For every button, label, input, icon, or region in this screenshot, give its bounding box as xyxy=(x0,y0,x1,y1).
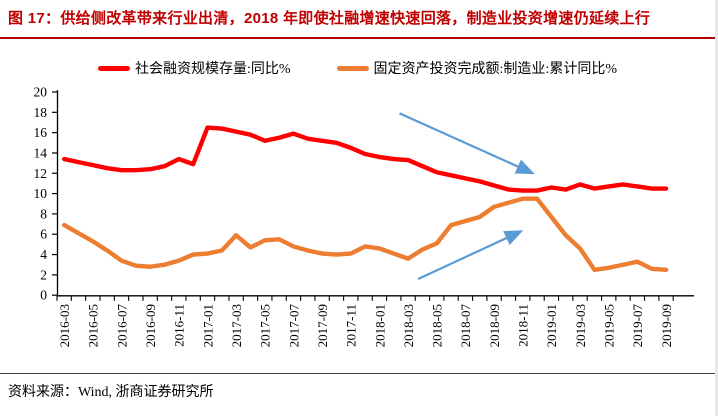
x-tick-label: 2017-11 xyxy=(344,304,359,347)
legend-label-manufacturing-fai: 固定资产投资完成额:制造业:累计同比% xyxy=(373,62,617,77)
x-tick-label: 2018-01 xyxy=(372,304,387,347)
source-note: 资料来源：Wind, 浙商证券研究所 xyxy=(8,385,214,400)
y-tick-label: 8 xyxy=(40,206,47,221)
series-line-1 xyxy=(61,196,669,273)
y-tick-label: 10 xyxy=(34,186,48,201)
y-tick-label: 2 xyxy=(40,267,47,282)
legend-item-social-financing: 社会融资规模存量:同比% xyxy=(97,58,291,78)
x-tick-label: 2018-07 xyxy=(458,304,473,348)
y-tick-label: 14 xyxy=(34,145,48,160)
x-tick-label: 2016-07 xyxy=(114,304,129,348)
y-tick-label: 4 xyxy=(40,247,47,262)
x-tick-label: 2017-07 xyxy=(286,304,301,348)
y-tick-label: 12 xyxy=(34,166,48,181)
x-tick-label: 2017-09 xyxy=(315,304,330,347)
x-tick-label: 2017-05 xyxy=(258,304,273,347)
series-line-0 xyxy=(61,125,669,193)
x-tick-label: 2019-09 xyxy=(659,304,674,347)
x-tick-label: 2016-05 xyxy=(86,304,101,347)
legend-label-social-financing: 社会融资规模存量:同比% xyxy=(134,62,291,77)
x-tick-label: 2016-03 xyxy=(57,304,72,347)
x-tick-label: 2019-07 xyxy=(630,304,645,348)
red-line-swatch xyxy=(97,65,130,71)
x-tick-label: 2016-11 xyxy=(172,304,187,347)
y-tick-label: 18 xyxy=(34,105,48,120)
x-tick-label: 2016-09 xyxy=(143,304,158,347)
x-tick-label: 2017-01 xyxy=(200,304,215,347)
x-tick-label: 2018-05 xyxy=(430,304,445,347)
x-tick-label: 2019-01 xyxy=(544,304,559,347)
x-tick-label: 2018-03 xyxy=(401,304,416,347)
figure-title: 图 17：供给侧改革带来行业出清，2018 年即使社融增速快速回落，制造业投资增… xyxy=(8,10,651,27)
source-divider xyxy=(0,373,715,374)
y-tick-label: 16 xyxy=(34,125,48,140)
line-chart: 0 2 4 6 8 10 12 14 16 18 20 2016-03 2016-05 2016-07 20… xyxy=(34,85,694,348)
y-tick-label: 20 xyxy=(34,85,48,100)
y-tick-label: 6 xyxy=(40,227,47,242)
x-tick-label: 2019-03 xyxy=(573,304,588,347)
chart-legend: 社会融资规模存量:同比% 固定资产投资完成额:制造业:累计同比% xyxy=(0,58,715,78)
x-tick-label: 2018-11 xyxy=(516,304,531,347)
legend-item-manufacturing-fai: 固定资产投资完成额:制造业:累计同比% xyxy=(336,58,617,78)
x-tick-label: 2017-03 xyxy=(229,304,244,347)
annotation-arrow xyxy=(417,230,524,280)
x-tick-label: 2019-05 xyxy=(602,304,617,347)
x-tick-label: 2018-09 xyxy=(487,304,502,347)
orange-line-swatch xyxy=(336,65,369,71)
annotation-arrow xyxy=(399,112,535,175)
title-divider xyxy=(0,37,715,39)
y-tick-label: 0 xyxy=(40,288,47,303)
